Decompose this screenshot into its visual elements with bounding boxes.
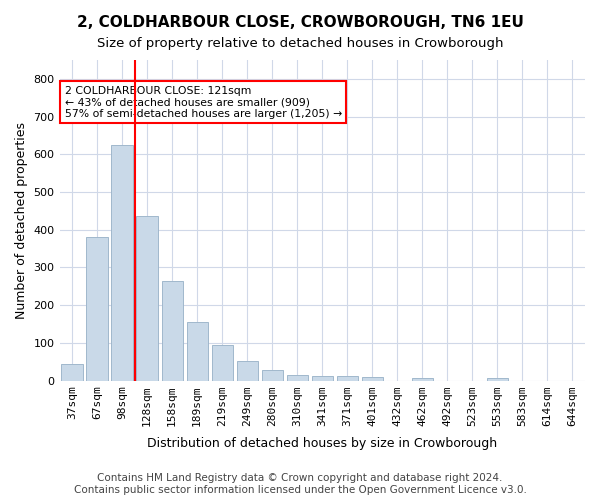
Bar bbox=[362, 377, 383, 380]
Bar bbox=[61, 364, 83, 380]
Bar bbox=[86, 237, 108, 380]
Bar bbox=[187, 322, 208, 380]
X-axis label: Distribution of detached houses by size in Crowborough: Distribution of detached houses by size … bbox=[147, 437, 497, 450]
Text: 2, COLDHARBOUR CLOSE, CROWBOROUGH, TN6 1EU: 2, COLDHARBOUR CLOSE, CROWBOROUGH, TN6 1… bbox=[77, 15, 523, 30]
Bar bbox=[287, 375, 308, 380]
Bar bbox=[212, 344, 233, 380]
Bar bbox=[161, 280, 183, 380]
Text: 2 COLDHARBOUR CLOSE: 121sqm
← 43% of detached houses are smaller (909)
57% of se: 2 COLDHARBOUR CLOSE: 121sqm ← 43% of det… bbox=[65, 86, 342, 119]
Y-axis label: Number of detached properties: Number of detached properties bbox=[15, 122, 28, 319]
Text: Size of property relative to detached houses in Crowborough: Size of property relative to detached ho… bbox=[97, 38, 503, 51]
Bar bbox=[112, 145, 133, 380]
Text: Contains HM Land Registry data © Crown copyright and database right 2024.
Contai: Contains HM Land Registry data © Crown c… bbox=[74, 474, 526, 495]
Bar bbox=[262, 370, 283, 380]
Bar bbox=[412, 378, 433, 380]
Bar bbox=[487, 378, 508, 380]
Bar bbox=[236, 361, 258, 380]
Bar bbox=[311, 376, 333, 380]
Bar bbox=[136, 216, 158, 380]
Bar bbox=[337, 376, 358, 380]
